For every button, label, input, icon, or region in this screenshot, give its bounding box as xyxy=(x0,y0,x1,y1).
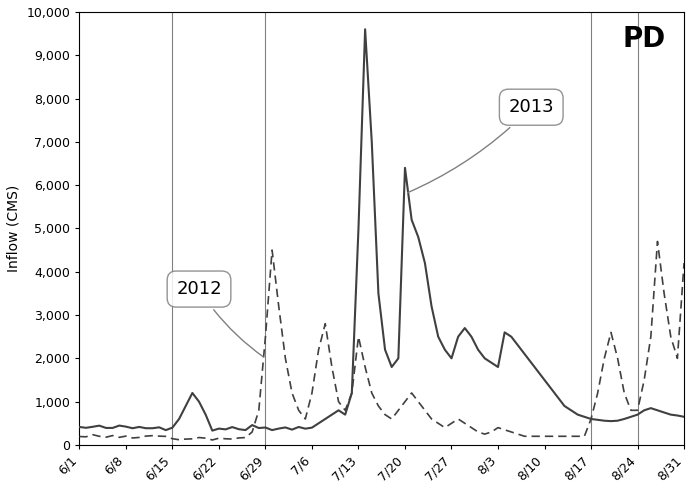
Text: 2013: 2013 xyxy=(408,98,554,193)
Y-axis label: Inflow (CMS): Inflow (CMS) xyxy=(7,185,21,272)
Text: 2012: 2012 xyxy=(176,280,263,357)
Text: PD: PD xyxy=(623,25,666,53)
